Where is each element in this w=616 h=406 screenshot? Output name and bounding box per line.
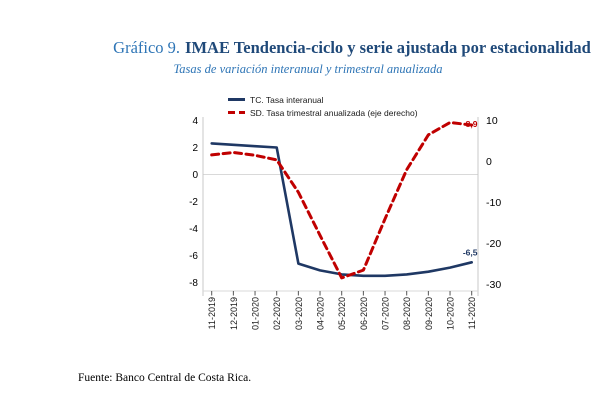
y-axis-left-label: 2: [192, 143, 198, 154]
y-axis-left-label: 4: [192, 116, 198, 127]
y-axis-right-label: -20: [486, 238, 501, 250]
x-tick-label: 10-2020: [446, 297, 456, 330]
y-axis-right-label: -30: [486, 279, 501, 291]
x-tick-label: 04-2020: [316, 297, 326, 330]
chart-legend: TC. Tasa interanual SD. Tasa trimestral …: [228, 93, 418, 119]
tc-series-line: [210, 142, 474, 278]
legend-label-sd: SD. Tasa trimestral anualizada (eje dere…: [250, 107, 418, 118]
y-axis-right-label: 0: [486, 156, 492, 168]
x-tick-label: 11-2019: [207, 297, 217, 329]
x-tick-label: 09-2020: [424, 297, 434, 330]
y-axis-left-label: 0: [192, 170, 198, 181]
x-tick-label: 05-2020: [337, 297, 347, 330]
y-axis-left-label: -8: [189, 278, 198, 289]
x-tick-label: 02-2020: [272, 297, 282, 330]
legend-label-tc: TC. Tasa interanual: [250, 94, 324, 105]
tc-line-swatch-icon: [228, 98, 245, 101]
legend-item-sd: SD. Tasa trimestral anualizada (eje dere…: [228, 106, 418, 119]
tc-end-label: -6,5: [463, 247, 478, 257]
x-tick-label: 01-2020: [251, 297, 261, 330]
source-text: Fuente: Banco Central de Costa Rica.: [78, 372, 252, 384]
legend-item-tc: TC. Tasa interanual: [228, 93, 418, 106]
chart-title: Gráfico 9. IMAE Tendencia-ciclo y serie a…: [88, 38, 616, 58]
title-prefix: Gráfico 9.: [113, 38, 181, 57]
x-tick-label: 07-2020: [381, 297, 391, 330]
title-main: IMAE Tendencia-ciclo y serie ajustada po…: [185, 38, 591, 57]
x-tick-label: 06-2020: [359, 297, 369, 330]
x-tick-label: 08-2020: [402, 297, 412, 330]
sd-end-label: 8,9: [466, 119, 478, 129]
y-axis-left-label: -6: [189, 251, 198, 262]
y-axis-right-label: -10: [486, 197, 501, 209]
x-tick-label: 12-2019: [229, 297, 239, 330]
y-axis-left-label: -4: [189, 224, 198, 235]
chart-subtitle: Tasas de variación interanual y trimestr…: [173, 62, 443, 76]
y-axis-right-label: 10: [486, 115, 498, 127]
x-tick-label: 03-2020: [294, 297, 304, 330]
x-tick-label: 11-2020: [467, 297, 477, 329]
sd-series-line: [210, 121, 474, 280]
sd-line-swatch-icon: [228, 110, 245, 115]
y-axis-left-label: -2: [189, 197, 198, 208]
